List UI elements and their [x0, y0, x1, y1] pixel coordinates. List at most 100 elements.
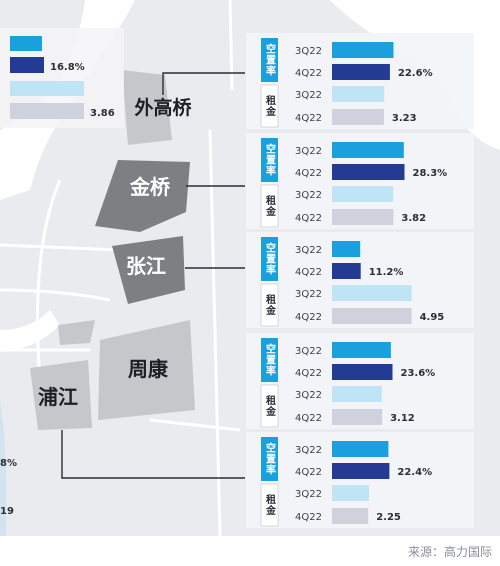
- rent-tag-label: 租金: [264, 493, 277, 516]
- period-label: 4Q22: [295, 267, 322, 278]
- bar-vacancy-3q22: [332, 441, 389, 457]
- bar-vacancy-4q22: [332, 64, 390, 80]
- bar-vacancy-4q22: [332, 263, 361, 279]
- rent-tag-label: 租金: [264, 194, 277, 217]
- period-label: 4Q22: [295, 168, 322, 179]
- rent-tag: [260, 184, 279, 228]
- source-note: 来源：高力国际: [407, 545, 492, 559]
- data-label-rent: 3.12: [390, 413, 415, 424]
- partial-bottom-label: 19: [0, 506, 14, 517]
- period-label: 4Q22: [295, 113, 322, 124]
- vacancy-tag-label: 空置率: [264, 42, 276, 76]
- period-label: 3Q22: [295, 346, 322, 357]
- district-label: 浦江: [38, 385, 78, 409]
- leader-line: [162, 72, 245, 95]
- bar-vacancy-3q22: [332, 142, 404, 158]
- vacancy-tag-label: 空置率: [264, 342, 276, 376]
- map-road: [36, 179, 62, 381]
- data-label-vacancy: 28.3%: [413, 168, 448, 179]
- period-label: 4Q22: [295, 312, 322, 323]
- vacancy-tag: [261, 138, 278, 182]
- bar-rent-3q22: [332, 186, 394, 202]
- data-label-vacancy: 22.4%: [397, 467, 432, 478]
- bar-vacancy-3q22: [332, 42, 394, 58]
- district-shape-zhoukang: [98, 320, 195, 420]
- district-shape-jinqiao: [95, 160, 190, 232]
- bar-rent-3q22: [332, 485, 369, 501]
- bar-rent-4q22: [332, 109, 384, 125]
- bar-rent-3q22: [332, 285, 412, 301]
- period-label: 3Q22: [295, 445, 322, 456]
- period-label: 4Q22: [295, 467, 322, 478]
- vacancy-tag: [261, 437, 278, 481]
- period-label: 4Q22: [295, 413, 322, 424]
- vacancy-tag-label: 空置率: [264, 142, 276, 176]
- bar-rent-4q22: [332, 308, 412, 324]
- map-road: [228, 0, 234, 91]
- partial-bar-vacancy-3q: [10, 36, 42, 51]
- map-road: [208, 129, 222, 537]
- bar-rent-3q22: [332, 386, 382, 402]
- partial-bar-vacancy-4q: [10, 57, 44, 73]
- vacancy-tag: [261, 237, 278, 281]
- bar-rent-4q22: [332, 409, 383, 425]
- bar-rent-3q22: [332, 86, 385, 102]
- district-label: 周康: [128, 357, 169, 381]
- rent-tag: [260, 84, 279, 128]
- partial-left-panel: 16.8% 3.86 8% 19: [0, 28, 124, 517]
- district-shape-zhangjiang: [112, 236, 185, 304]
- footer-band: [0, 536, 500, 566]
- period-label: 3Q22: [295, 245, 322, 256]
- district-label: 外高桥: [134, 96, 192, 119]
- river-branch: [0, 310, 60, 352]
- period-label: 3Q22: [295, 289, 322, 300]
- partial-vacancy-label: 16.8%: [50, 62, 85, 73]
- rent-tag: [260, 384, 279, 428]
- bar-vacancy-3q22: [332, 241, 361, 257]
- data-label-rent: 3.23: [392, 113, 417, 124]
- vacancy-tag: [261, 338, 278, 382]
- district-shape-small: [58, 320, 95, 345]
- data-label-rent: 3.82: [401, 213, 426, 224]
- rent-tag: [260, 483, 279, 527]
- period-label: 3Q22: [295, 190, 322, 201]
- data-label-vacancy: 22.6%: [398, 68, 433, 79]
- map-road: [149, 418, 241, 432]
- water-edge: [0, 400, 7, 536]
- district-label: 张江: [126, 254, 166, 278]
- data-label-rent: 4.95: [420, 312, 445, 323]
- district-shape-pujiang: [30, 360, 92, 430]
- partial-rent-label: 3.86: [90, 108, 115, 119]
- district-label: 金桥: [129, 175, 171, 199]
- bar-vacancy-3q22: [332, 342, 391, 358]
- bar-rent-4q22: [332, 209, 394, 225]
- leader-line: [61, 430, 245, 479]
- period-label: 3Q22: [295, 46, 322, 57]
- partial-bottom-label: 8%: [0, 458, 17, 469]
- period-label: 3Q22: [295, 146, 322, 157]
- bar-rent-4q22: [332, 508, 369, 524]
- rent-tag: [260, 283, 279, 327]
- rent-tag-label: 租金: [264, 293, 277, 316]
- data-label-rent: 2.25: [376, 512, 401, 523]
- rent-tag-label: 租金: [264, 94, 277, 117]
- vacancy-tag: [261, 38, 278, 82]
- period-label: 4Q22: [295, 512, 322, 523]
- data-label-vacancy: 23.6%: [401, 368, 436, 379]
- vacancy-tag-label: 空置率: [264, 241, 276, 275]
- bar-vacancy-4q22: [332, 463, 390, 479]
- bar-vacancy-4q22: [332, 364, 393, 380]
- period-label: 3Q22: [295, 390, 322, 401]
- period-label: 3Q22: [295, 489, 322, 500]
- period-label: 3Q22: [295, 90, 322, 101]
- period-label: 4Q22: [295, 213, 322, 224]
- bar-vacancy-4q22: [332, 164, 405, 180]
- period-label: 4Q22: [295, 368, 322, 379]
